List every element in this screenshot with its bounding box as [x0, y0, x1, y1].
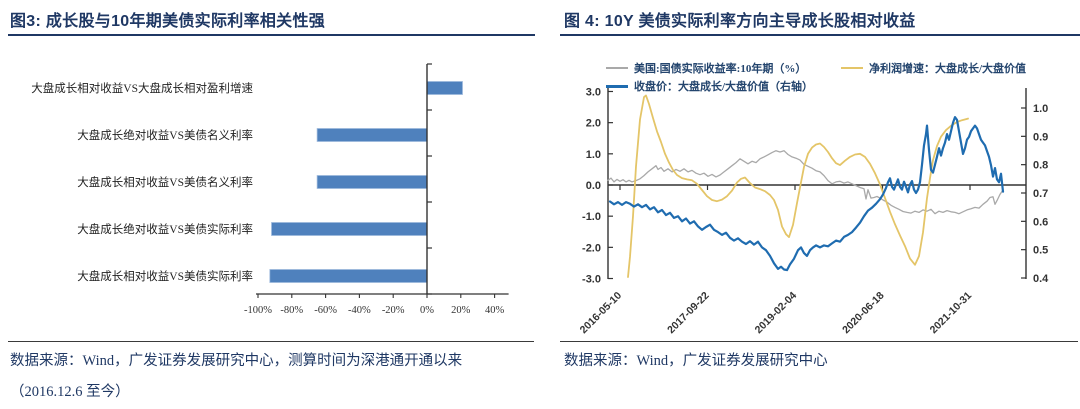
- svg-text:-3.0: -3.0: [582, 274, 601, 286]
- legend-line-gray: [606, 67, 628, 69]
- legend-label-close-price-ratio: 收盘价：大盘成长/大盘价值（右轴）: [634, 81, 814, 93]
- svg-text:40%: 40%: [485, 305, 505, 316]
- svg-text:0%: 0%: [420, 305, 434, 316]
- legend-line-yellow: [841, 67, 863, 69]
- svg-text:0.9: 0.9: [1033, 131, 1048, 143]
- figure4-title-underline: [560, 34, 1080, 36]
- svg-text:-2.0: -2.0: [582, 242, 601, 254]
- svg-text:-100%: -100%: [244, 305, 272, 316]
- svg-text:1.0: 1.0: [1033, 103, 1048, 115]
- figure4-title: 图 4: 10Y 美债实际利率方向主导成长股相对收益: [564, 13, 916, 30]
- svg-text:大盘成长绝对收益VS美债实际利率: 大盘成长绝对收益VS美债实际利率: [77, 222, 253, 236]
- legend-label-us-10y-real-yield: 美国:国债实际收益率:10年期（%）: [634, 63, 807, 75]
- legend-item-close-price-ratio: 收盘价：大盘成长/大盘价值（右轴）: [606, 78, 813, 94]
- svg-text:2016-05-10: 2016-05-10: [578, 290, 625, 337]
- figure3-source-note: 数据来源：Wind，广发证券发展研究中心，测算时间为深港通开通以来（2016.1…: [10, 353, 463, 400]
- svg-text:-60%: -60%: [314, 305, 337, 316]
- legend-item-us-10y-real-yield: 美国:国债实际收益率:10年期（%）: [606, 60, 806, 76]
- svg-text:大盘成长相对收益VS美债实际利率: 大盘成长相对收益VS美债实际利率: [77, 269, 253, 283]
- legend-line-blue: [606, 84, 628, 88]
- svg-text:0.8: 0.8: [1033, 160, 1048, 172]
- svg-text:-20%: -20%: [382, 305, 405, 316]
- svg-text:0.4: 0.4: [1033, 273, 1049, 285]
- figure4-source-note: 数据来源：Wind，广发证券发展研究中心: [564, 353, 828, 369]
- svg-text:2020-06-18: 2020-06-18: [840, 290, 887, 337]
- svg-text:2021-10-31: 2021-10-31: [928, 290, 975, 337]
- svg-text:2017-09-22: 2017-09-22: [665, 290, 712, 337]
- svg-text:-40%: -40%: [348, 305, 371, 316]
- legend-item-net-profit-growth: 净利润增速：大盘成长/大盘价值: [841, 60, 1026, 76]
- svg-text:大盘成长相对收益VS美债名义利率: 大盘成长相对收益VS美债名义利率: [77, 175, 253, 189]
- svg-text:3.0: 3.0: [586, 86, 601, 98]
- figure3-title: 图3: 成长股与10年期美债实际利率相关性强: [10, 13, 326, 30]
- figure3-title-underline: [8, 34, 535, 36]
- svg-text:1.0: 1.0: [586, 149, 601, 161]
- figure4-line-chart: 3.0 2.0 1.0 0.0 -1.0 -2.0 -3.0 1.0 0.9 0.8 0.7 0.6 0…: [578, 86, 1050, 336]
- figure4-bottom-separator: [560, 341, 1078, 342]
- svg-text:-1.0: -1.0: [582, 211, 601, 223]
- svg-text:20%: 20%: [451, 305, 471, 316]
- svg-text:2019-02-04: 2019-02-04: [753, 290, 800, 337]
- svg-text:0.0: 0.0: [586, 180, 601, 192]
- svg-text:大盘成长相对收益VS大盘成长相对盈利增速: 大盘成长相对收益VS大盘成长相对盈利增速: [31, 81, 253, 95]
- figure3-bottom-separator: [8, 341, 534, 342]
- svg-text:-80%: -80%: [280, 305, 303, 316]
- svg-text:0.5: 0.5: [1033, 245, 1048, 257]
- svg-text:0.6: 0.6: [1033, 216, 1048, 228]
- legend-label-net-profit-growth: 净利润增速：大盘成长/大盘价值: [869, 63, 1027, 75]
- svg-text:大盘成长绝对收益VS美债名义利率: 大盘成长绝对收益VS美债名义利率: [77, 128, 253, 142]
- svg-text:2.0: 2.0: [586, 118, 601, 130]
- figure3-bar-chart: 大盘成长相对收益VS大盘成长相对盈利增速大盘成长绝对收益VS美债名义利率大盘成长…: [31, 63, 509, 316]
- svg-text:0.7: 0.7: [1033, 188, 1048, 200]
